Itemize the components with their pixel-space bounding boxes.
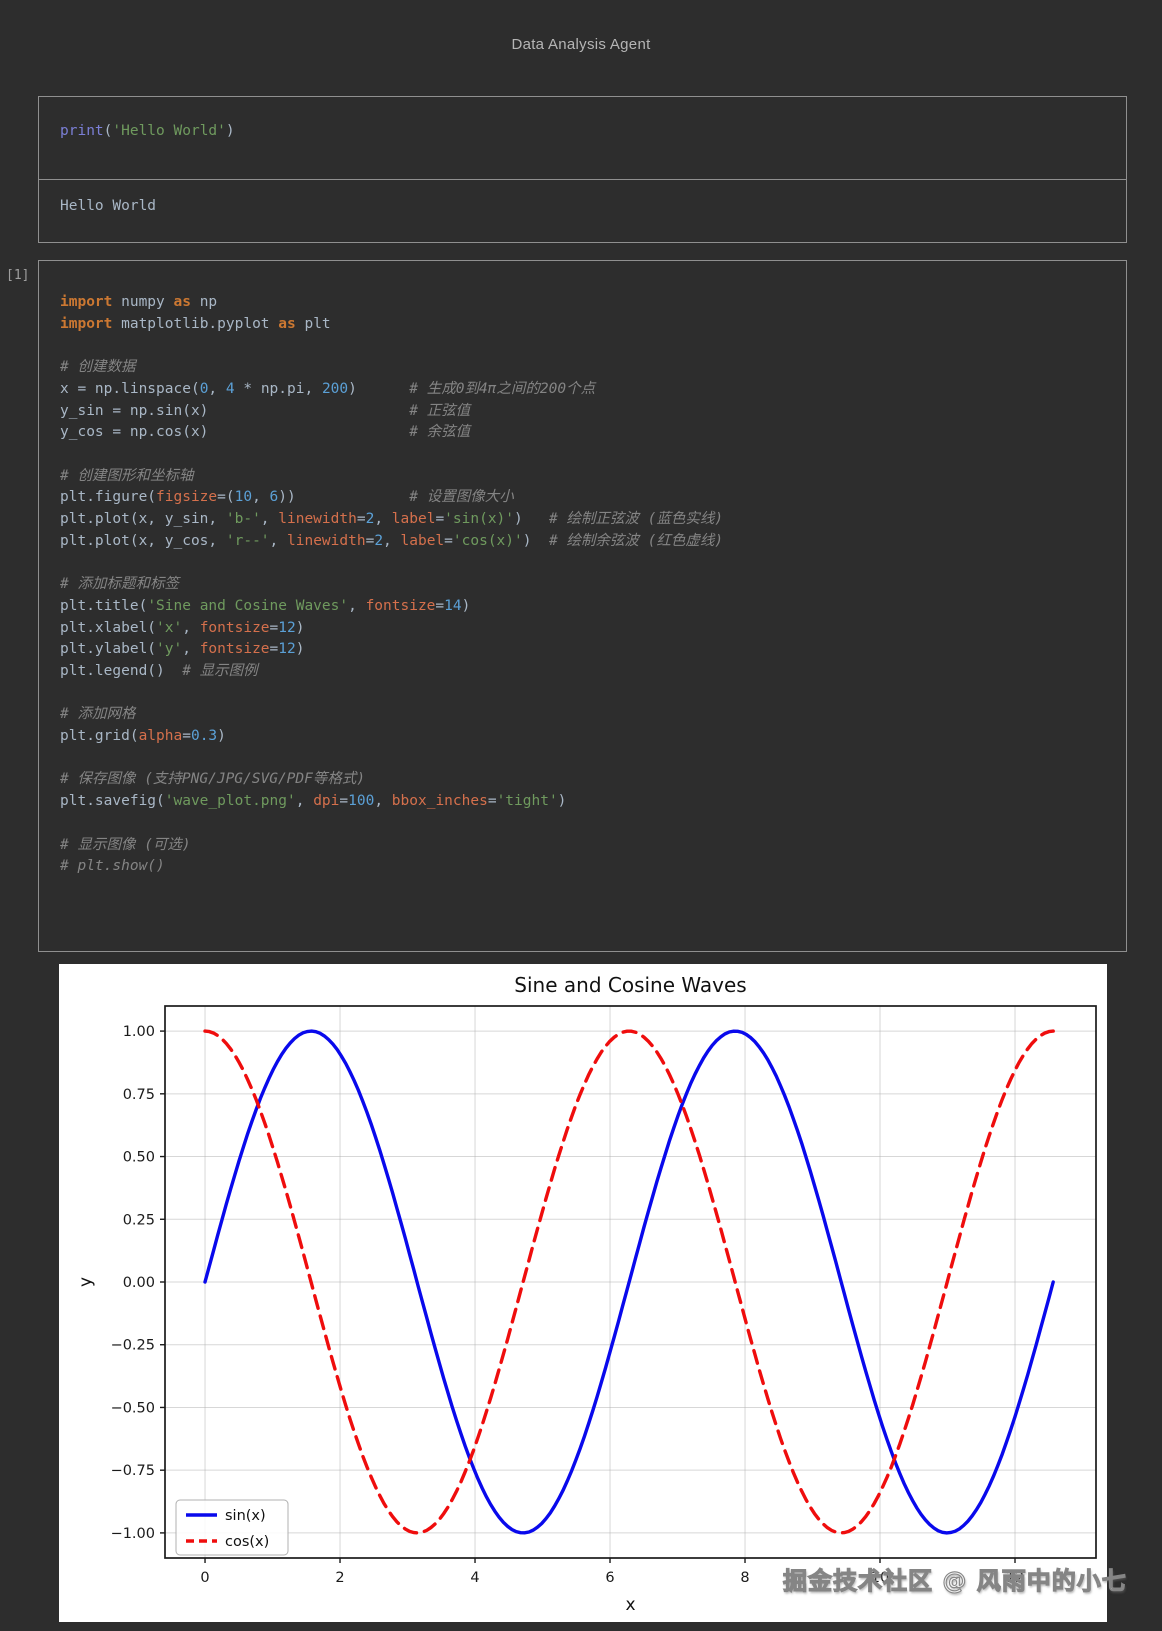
code-cell-plot-script: import numpy as np import matplotlib.pypl… xyxy=(38,260,1127,952)
y-tick-label: −1.00 xyxy=(111,1526,155,1542)
x-tick-label: 12 xyxy=(1006,1570,1024,1586)
code-line: # 创建数据 xyxy=(60,359,136,376)
x-tick-label: 0 xyxy=(200,1570,209,1586)
legend-label: sin(x) xyxy=(225,1508,266,1524)
y-axis-label: y xyxy=(76,1277,96,1287)
code-line: plt.xlabel('x', fontsize=12) xyxy=(60,619,305,636)
code-line: plt.figure(figsize=(10, 6)) # 设置图像大小 xyxy=(60,489,514,506)
code-line: y_sin = np.sin(x) # 正弦值 xyxy=(60,402,471,419)
code-line: y_cos = np.cos(x) # 余弦值 xyxy=(60,424,471,441)
code-line: import numpy as np xyxy=(60,294,218,310)
code-line: plt.ylabel('y', fontsize=12) xyxy=(60,641,305,658)
y-tick-label: 0.50 xyxy=(123,1150,155,1166)
code-line xyxy=(60,552,1106,574)
execution-count-label: [1] xyxy=(6,268,30,283)
code-line: print('Hello World') xyxy=(60,123,235,139)
code-line xyxy=(60,748,1106,770)
sine-cosine-chart: 0 2 4 6 8 10 12 1.00 0.75 0.50 0.25 0.00 −0.25 −0.50 −… xyxy=(76,973,1097,1615)
x-tick-label: 8 xyxy=(740,1570,749,1586)
x-tick-label: 6 xyxy=(605,1570,614,1586)
code-editor-plot: import numpy as np import matplotlib.pypl… xyxy=(39,261,1126,878)
code-line: # plt.show() xyxy=(60,858,165,875)
y-tick-label: 0.25 xyxy=(123,1212,155,1228)
code-line: import matplotlib.pyplot as plt xyxy=(60,315,331,332)
y-tick-label: 1.00 xyxy=(123,1024,155,1040)
code-line xyxy=(60,683,1106,705)
legend-label: cos(x) xyxy=(225,1534,269,1550)
code-line: x = np.linspace(0, 4 * np.pi, 200) # 生成0… xyxy=(60,380,596,397)
y-tick-label: −0.25 xyxy=(111,1338,155,1354)
chart-title: Sine and Cosine Waves xyxy=(514,973,746,997)
curve-sin xyxy=(203,1029,1055,1535)
code-line: plt.legend() # 显示图例 xyxy=(60,662,258,679)
x-tick-label: 2 xyxy=(335,1570,344,1586)
matplotlib-figure: 0 2 4 6 8 10 12 1.00 0.75 0.50 0.25 0.00 −0.25 −0.50 −… xyxy=(59,964,1107,1622)
code-line: # 显示图像 (可选) xyxy=(60,836,191,853)
code-line: # 创建图形和坐标轴 xyxy=(60,467,194,484)
code-line: plt.savefig('wave_plot.png', dpi=100, bb… xyxy=(60,793,567,810)
code-line: plt.grid(alpha=0.3) xyxy=(60,728,226,745)
code-line: # 添加网格 xyxy=(60,706,136,723)
cell-output-hello: Hello World xyxy=(60,198,157,214)
watermark: 掘金技术社区 @ 风雨中的小七 xyxy=(782,1566,1127,1595)
x-axis-label: x xyxy=(625,1595,635,1615)
x-tick-label: 4 xyxy=(470,1570,479,1586)
code-line: plt.plot(x, y_sin, 'b-', linewidth=2, la… xyxy=(60,511,724,528)
y-tick-label: −0.75 xyxy=(111,1463,155,1479)
y-tick-label: 0.75 xyxy=(123,1087,155,1103)
page-title: Data Analysis Agent xyxy=(511,36,651,53)
y-tick-label: −0.50 xyxy=(111,1400,155,1416)
code-line: plt.title('Sine and Cosine Waves', fonts… xyxy=(60,597,471,614)
code-line xyxy=(60,813,1106,835)
code-cell-hello-world: print('Hello World') Hello World xyxy=(38,96,1127,243)
y-tick-label: 0.00 xyxy=(123,1275,155,1291)
code-line: # 添加标题和标签 xyxy=(60,576,179,593)
curve-cos xyxy=(203,1029,1055,1535)
code-line: # 保存图像 (支持PNG/JPG/SVG/PDF等格式) xyxy=(60,771,366,788)
x-tick-label: 10 xyxy=(871,1570,889,1586)
code-line: plt.plot(x, y_cos, 'r--', linewidth=2, l… xyxy=(60,532,724,549)
code-line xyxy=(60,444,1106,466)
code-line xyxy=(60,335,1106,357)
code-editor-hello: print('Hello World') xyxy=(39,97,1126,180)
